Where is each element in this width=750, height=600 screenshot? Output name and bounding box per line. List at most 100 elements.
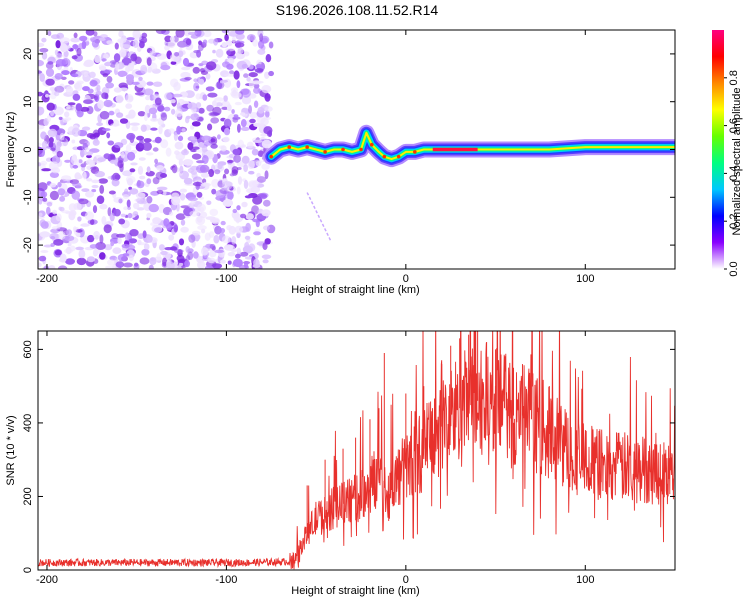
noise-cell: [112, 247, 122, 255]
noise-cell: [187, 168, 195, 173]
noise-cell: [82, 86, 90, 92]
noise-cell: [127, 151, 136, 161]
noise-cell: [38, 212, 43, 217]
noise-cell: [166, 223, 172, 231]
noise-cell: [86, 151, 94, 155]
noise-cell: [204, 265, 214, 269]
noise-cell: [94, 170, 105, 178]
noise-cell: [47, 128, 58, 138]
noise-cell: [91, 40, 99, 48]
colorbar-label: Normalized spectral amplitude: [731, 88, 743, 236]
y-tick-label: -10: [22, 189, 34, 205]
noise-cell: [226, 104, 232, 112]
noise-cell: [130, 162, 138, 166]
noise-cell: [201, 145, 208, 153]
noise-cell: [76, 257, 87, 266]
noise-cell: [65, 246, 72, 255]
noise-cell: [265, 110, 270, 119]
noise-cell: [211, 188, 217, 195]
noise-cell: [82, 171, 87, 180]
noise-cell: [64, 235, 75, 242]
noise-cell: [185, 38, 192, 45]
noise-cell: [115, 261, 125, 268]
noise-cell: [79, 35, 88, 42]
noise-cell: [178, 262, 184, 267]
noise-cell: [264, 71, 270, 80]
noise-cell: [141, 248, 150, 256]
noise-cell: [38, 146, 43, 155]
noise-cell: [45, 68, 55, 77]
noise-cell: [81, 40, 87, 50]
noise-cell: [118, 198, 123, 204]
noise-cell: [236, 247, 241, 253]
noise-cell: [80, 223, 90, 227]
noise-cell: [75, 229, 83, 233]
noise-cell: [84, 211, 95, 221]
noise-cell: [171, 108, 176, 115]
noise-cell: [75, 232, 81, 238]
noise-cell: [241, 96, 252, 105]
noise-cell: [47, 61, 54, 65]
signal-hotspot: [369, 142, 374, 147]
noise-cell: [107, 140, 115, 146]
noise-cell: [97, 157, 106, 163]
noise-cell: [246, 34, 256, 41]
noise-cell: [132, 211, 139, 217]
colorbar-tick-label: 0.2: [728, 214, 740, 229]
noise-cell: [230, 87, 239, 94]
noise-cell: [70, 37, 81, 43]
noise-cell: [232, 148, 241, 156]
noise-cell: [220, 259, 226, 264]
snr-y-label: SNR (10 * v/v): [5, 415, 17, 485]
noise-cell: [76, 47, 82, 57]
noise-cell: [108, 190, 116, 195]
noise-cell: [139, 40, 145, 49]
noise-cell: [55, 40, 61, 49]
noise-cell: [106, 40, 114, 45]
noise-cell: [128, 254, 134, 262]
noise-cell: [48, 265, 56, 269]
noise-cell: [205, 86, 215, 92]
noise-cell: [200, 70, 209, 75]
noise-cell: [200, 172, 210, 178]
noise-cell: [240, 126, 250, 131]
noise-cell: [191, 153, 202, 160]
noise-cell: [217, 163, 223, 170]
noise-cell: [229, 70, 235, 75]
noise-cell: [103, 224, 112, 234]
noise-cell: [207, 123, 213, 131]
noise-cell: [106, 220, 113, 225]
noise-cell: [61, 210, 70, 214]
noise-cell: [84, 147, 90, 151]
noise-cell: [49, 171, 60, 178]
noise-cell: [164, 92, 173, 100]
noise-cell: [116, 112, 124, 118]
noise-cell: [237, 123, 241, 133]
noise-cell: [175, 30, 185, 38]
noise-cell: [231, 236, 237, 245]
noise-cell: [120, 213, 127, 218]
noise-cell: [50, 110, 55, 117]
noise-cell: [247, 160, 255, 170]
noise-cell: [160, 112, 168, 121]
noise-cell: [96, 122, 103, 127]
noise-cell: [91, 184, 99, 189]
noise-cell: [45, 78, 55, 86]
signal-band-5: [270, 131, 675, 161]
noise-cell: [243, 179, 249, 189]
y-tick-label: 200: [22, 487, 34, 505]
noise-cell: [233, 154, 242, 163]
noise-cell: [243, 73, 249, 78]
noise-cell: [262, 242, 268, 250]
noise-cell: [175, 213, 186, 221]
noise-cell: [227, 159, 234, 163]
noise-cell: [215, 48, 224, 58]
noise-cell: [241, 144, 246, 148]
noise-cell: [251, 205, 260, 215]
noise-cell: [188, 234, 196, 243]
y-tick-label: 600: [22, 340, 34, 358]
noise-cell: [195, 93, 202, 100]
noise-cell: [148, 203, 159, 213]
noise-cell: [234, 225, 244, 234]
noise-cell: [104, 244, 113, 251]
